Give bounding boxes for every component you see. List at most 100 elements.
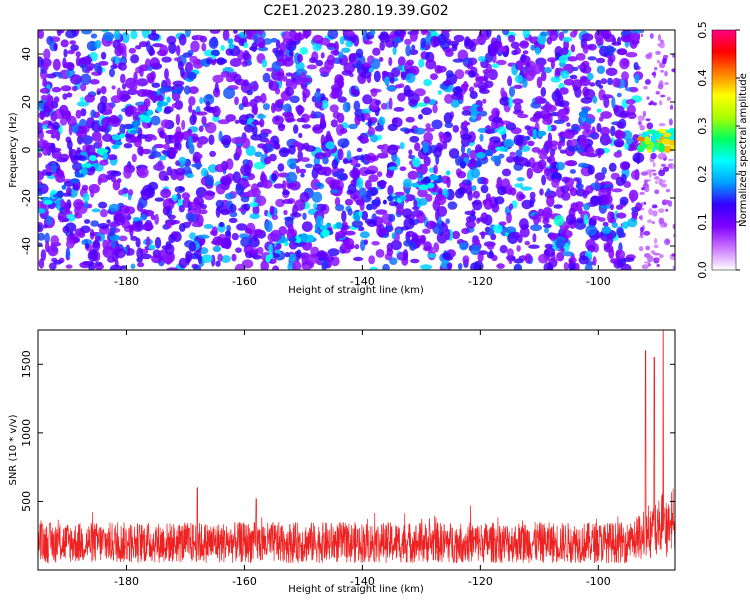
spectrogram-cell	[63, 48, 68, 58]
spectrogram-cell	[602, 184, 614, 189]
spectrogram-cell	[282, 180, 287, 191]
spectrogram-cell	[272, 265, 280, 270]
spectrogram-cell	[470, 262, 481, 270]
spectrogram-cell	[433, 242, 440, 253]
spectrogram-cell	[121, 31, 130, 44]
spectrogram-cell	[462, 80, 469, 92]
spectrogram-cell	[641, 207, 645, 211]
spectrogram-cell	[553, 119, 565, 125]
spectrogram-cell	[546, 195, 555, 207]
spectrogram-cell	[40, 110, 45, 121]
spectrogram-cell	[263, 179, 273, 189]
spectrogram-cell	[618, 227, 624, 238]
spectrogram-cell	[200, 167, 208, 177]
spectrogram-cell	[648, 208, 653, 216]
spectrogram-cell	[97, 177, 102, 186]
spectrogram-cell	[191, 163, 203, 168]
spectrogram-cell	[615, 176, 625, 187]
spectrogram-cell	[71, 85, 78, 92]
spectrogram-cell	[570, 44, 576, 53]
spectrogram-cell	[486, 30, 492, 38]
spectrogram-cell	[601, 167, 607, 175]
spectrogram-cell	[608, 248, 615, 259]
spectrogram-cell	[387, 123, 398, 132]
streak-cell	[268, 253, 274, 260]
spectrogram-cell	[550, 232, 559, 240]
spectrogram-cell	[505, 226, 517, 234]
spectrogram-cell	[617, 48, 628, 56]
spectrogram-cell	[60, 85, 72, 92]
spectrogram-cell	[423, 96, 431, 104]
spectrogram-cell	[285, 171, 298, 184]
spectrogram-cell	[347, 208, 353, 216]
spectrogram-cell	[276, 72, 285, 77]
streak-cell	[88, 155, 97, 162]
spectrogram-cell	[113, 30, 121, 41]
spectrogram-cell	[511, 231, 521, 239]
spectrogram-cell	[470, 244, 481, 256]
spectrogram-y-axis-label: Frequency (Hz)	[8, 112, 19, 188]
spectrogram-cell	[388, 213, 396, 223]
spectrogram-cell	[583, 88, 596, 100]
spectrogram-cell	[38, 170, 44, 181]
spectrogram-cell	[421, 107, 433, 116]
spectrogram-cell	[608, 162, 617, 172]
spectrogram-cell	[144, 136, 153, 142]
spectrogram-cell	[297, 53, 303, 63]
spectrogram-cell	[446, 176, 451, 188]
spectrogram-cell	[315, 252, 327, 258]
spectrogram-cell	[65, 240, 75, 249]
spectrogram-cell	[602, 221, 609, 227]
y-tick-label: 500	[20, 491, 33, 512]
spectrogram-cell	[502, 30, 510, 36]
spectrogram-cell	[362, 30, 368, 42]
spectrogram-cell	[506, 212, 512, 224]
spectrogram-cell	[578, 255, 590, 265]
spectrogram-cell	[577, 64, 585, 69]
spectrogram-cell	[585, 224, 598, 237]
spectrogram-cell	[163, 175, 170, 182]
streak-cell	[314, 229, 320, 234]
spectrogram-panel: -180 -160 -140 -120 -100 -40 -20 0 20 40 Height …	[8, 29, 676, 296]
spectrogram-cell	[43, 105, 51, 118]
spectrogram-cell	[205, 174, 215, 187]
spectrogram-cell	[114, 248, 126, 259]
spectrogram-cell	[151, 30, 156, 36]
spectrogram-cell	[516, 177, 525, 182]
spectrogram-cell	[497, 126, 507, 135]
spectrogram-cell	[173, 57, 182, 62]
spectrogram-cell	[303, 142, 310, 150]
spectrogram-cell	[341, 210, 347, 223]
spectrogram-cell	[150, 151, 162, 158]
spectrogram-cell	[330, 119, 338, 128]
spectrogram-cell	[304, 163, 313, 168]
snr-series-line	[38, 330, 675, 564]
spectrogram-cell	[185, 212, 195, 221]
spectrogram-cell	[224, 230, 231, 237]
spectrogram-cell	[506, 248, 514, 258]
spectrogram-cell	[520, 53, 527, 63]
spectrogram-cell	[110, 170, 122, 177]
spectrogram-cell	[287, 224, 294, 234]
spectrogram-cell	[640, 226, 644, 233]
spectrogram-cell	[507, 75, 513, 87]
spectrogram-cell	[84, 94, 95, 103]
spectrogram-cell	[356, 60, 363, 72]
spectrogram-cell	[183, 85, 191, 95]
streak-cell	[547, 124, 552, 132]
streak-cell	[119, 133, 126, 139]
spectrogram-cell	[300, 157, 310, 163]
spectrogram-cell	[125, 105, 134, 116]
spectrogram-cell	[402, 178, 413, 189]
spectrogram-cell	[263, 156, 272, 165]
spectrogram-cell	[38, 224, 42, 232]
spectrogram-cell	[296, 117, 306, 123]
spectrogram-cell	[145, 236, 151, 247]
spectrogram-cell	[630, 170, 640, 180]
spectrogram-cell	[656, 60, 661, 64]
spectrogram-cell	[93, 62, 101, 72]
spectrogram-cell	[405, 44, 412, 57]
spectrogram-cell	[522, 78, 528, 88]
spectrogram-cell	[243, 203, 251, 211]
spectrogram-cell	[433, 164, 438, 175]
